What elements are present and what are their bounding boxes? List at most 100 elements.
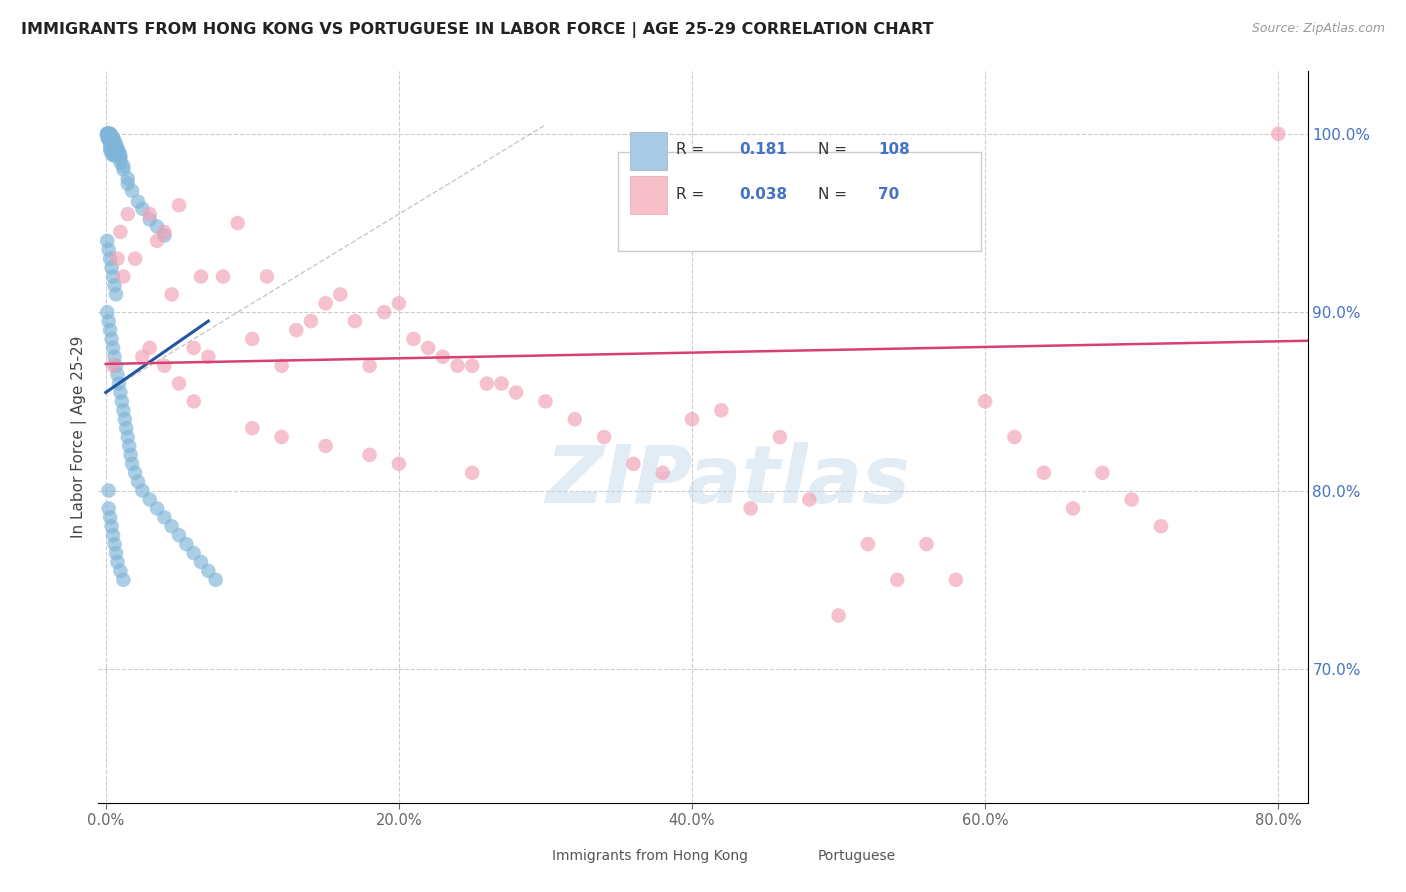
Point bbox=[105, 141, 128, 155]
Point bbox=[945, 573, 967, 587]
Point bbox=[98, 130, 121, 145]
Point bbox=[564, 412, 586, 426]
Point bbox=[1091, 466, 1114, 480]
FancyBboxPatch shape bbox=[509, 841, 543, 871]
Point bbox=[117, 207, 139, 221]
Point bbox=[740, 501, 762, 516]
Point bbox=[505, 385, 527, 400]
Point bbox=[359, 359, 381, 373]
Point bbox=[100, 143, 122, 157]
Point bbox=[856, 537, 879, 551]
Point bbox=[110, 564, 132, 578]
Point bbox=[124, 252, 146, 266]
Point bbox=[103, 148, 125, 162]
Point bbox=[402, 332, 425, 346]
Point bbox=[153, 359, 176, 373]
Point bbox=[183, 546, 205, 560]
Point bbox=[183, 341, 205, 355]
Point bbox=[315, 439, 337, 453]
Point bbox=[710, 403, 733, 417]
Point bbox=[446, 359, 468, 373]
Point bbox=[103, 278, 125, 293]
Point bbox=[101, 137, 124, 152]
Point bbox=[621, 457, 644, 471]
Point bbox=[160, 287, 183, 301]
Text: 0.181: 0.181 bbox=[740, 142, 787, 157]
Text: 108: 108 bbox=[879, 142, 910, 157]
Point bbox=[111, 394, 134, 409]
Point bbox=[315, 296, 337, 310]
Text: R =: R = bbox=[676, 186, 704, 202]
Point bbox=[329, 287, 352, 301]
Point bbox=[593, 430, 616, 444]
Point bbox=[1032, 466, 1054, 480]
Point bbox=[100, 260, 122, 275]
Point bbox=[769, 430, 792, 444]
Text: Portuguese: Portuguese bbox=[818, 849, 896, 863]
Point bbox=[1121, 492, 1143, 507]
Point bbox=[98, 143, 121, 157]
Point bbox=[98, 127, 121, 141]
Point bbox=[359, 448, 381, 462]
Point bbox=[886, 573, 908, 587]
Point bbox=[114, 412, 136, 426]
Point bbox=[115, 421, 138, 435]
Point bbox=[204, 573, 226, 587]
Point bbox=[799, 492, 821, 507]
Point bbox=[112, 403, 135, 417]
Text: Source: ZipAtlas.com: Source: ZipAtlas.com bbox=[1251, 22, 1385, 36]
Text: R =: R = bbox=[676, 142, 704, 157]
Point bbox=[101, 134, 124, 148]
Point bbox=[97, 314, 120, 328]
Point bbox=[461, 466, 484, 480]
Point bbox=[96, 127, 118, 141]
Text: 0.038: 0.038 bbox=[740, 186, 787, 202]
Point bbox=[270, 430, 292, 444]
Point bbox=[97, 132, 120, 146]
Point bbox=[97, 127, 120, 141]
Point bbox=[117, 430, 139, 444]
Point bbox=[101, 528, 124, 542]
Text: ZIPatlas: ZIPatlas bbox=[544, 442, 910, 520]
Point bbox=[103, 350, 125, 364]
Point bbox=[98, 136, 121, 150]
Point bbox=[105, 287, 128, 301]
Point bbox=[97, 483, 120, 498]
Point bbox=[97, 243, 120, 257]
Point bbox=[167, 198, 190, 212]
Point bbox=[388, 457, 411, 471]
Point bbox=[105, 359, 128, 373]
Point bbox=[103, 141, 125, 155]
Point bbox=[432, 350, 454, 364]
Point bbox=[103, 145, 125, 159]
Point bbox=[107, 368, 129, 382]
Point bbox=[108, 376, 131, 391]
Point bbox=[97, 501, 120, 516]
Point bbox=[146, 501, 169, 516]
Point bbox=[120, 448, 142, 462]
Point bbox=[97, 127, 120, 141]
Point bbox=[100, 128, 122, 143]
Point bbox=[105, 137, 128, 152]
Point bbox=[153, 228, 176, 243]
Point bbox=[1004, 430, 1026, 444]
Point bbox=[96, 130, 118, 145]
Point bbox=[1062, 501, 1084, 516]
Point bbox=[827, 608, 849, 623]
Point bbox=[96, 234, 118, 248]
Point bbox=[1150, 519, 1173, 533]
Point bbox=[343, 314, 366, 328]
Point bbox=[475, 376, 498, 391]
Point bbox=[153, 225, 176, 239]
Point bbox=[534, 394, 557, 409]
Point bbox=[240, 332, 263, 346]
Point bbox=[101, 148, 124, 162]
Text: N =: N = bbox=[818, 142, 846, 157]
Point bbox=[96, 127, 118, 141]
Point bbox=[256, 269, 278, 284]
Point bbox=[212, 269, 235, 284]
Point bbox=[112, 269, 135, 284]
Point bbox=[112, 159, 135, 173]
FancyBboxPatch shape bbox=[619, 152, 981, 251]
Point bbox=[100, 132, 122, 146]
